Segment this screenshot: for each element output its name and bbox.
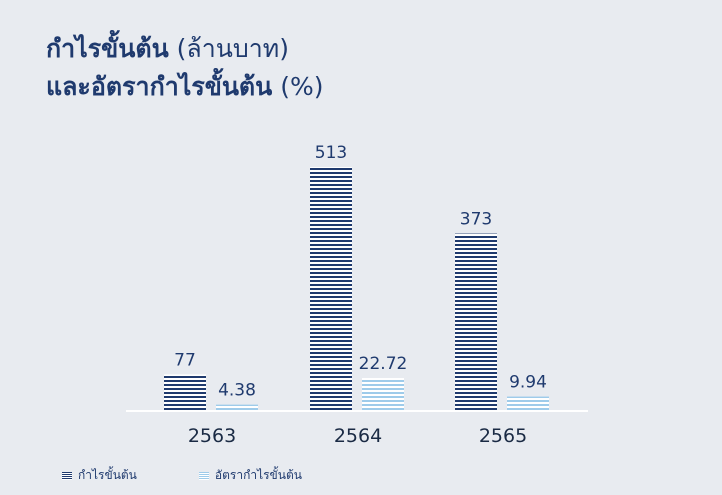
- bar-gross-profit: [455, 233, 497, 411]
- x-tick-label: 2564: [334, 425, 382, 447]
- bar-gross-profit: [164, 374, 206, 411]
- label-gross-margin: 4.38: [218, 381, 256, 401]
- label-gross-profit: 77: [174, 350, 196, 370]
- bar-gross-profit: [310, 167, 352, 411]
- legend-swatch-gross-profit: [62, 471, 72, 480]
- legend-label-gross-profit: กำไรขั้นต้น: [78, 468, 137, 482]
- title-line2-bold: และอัตรากำไรขั้นต้น: [46, 72, 273, 101]
- legend-label-gross-margin: อัตรากำไรขั้นต้น: [214, 468, 302, 482]
- label-gross-profit: 373: [460, 210, 492, 230]
- bar-gross-margin: [216, 404, 258, 411]
- chart-title: กำไรขั้นต้น (ล้านบาท) และอัตรากำไรขั้นต้…: [46, 30, 323, 106]
- label-gross-margin: 9.94: [509, 373, 547, 393]
- title-line1-unit: (ล้านบาท): [176, 34, 289, 63]
- legend-swatch-gross-margin: [198, 471, 209, 480]
- bar-gross-margin: [362, 378, 404, 411]
- label-gross-profit: 513: [315, 143, 347, 163]
- title-line1-bold: กำไรขั้นต้น: [46, 34, 169, 63]
- legend-item-gross-profit: กำไรขั้นต้น: [62, 466, 137, 485]
- chart-legend: กำไรขั้นต้น อัตรากำไรขั้นต้น: [62, 466, 302, 485]
- label-gross-margin: 22.72: [359, 354, 408, 374]
- x-tick-label: 2565: [479, 425, 527, 447]
- bar-gross-margin: [507, 396, 549, 411]
- title-line2-unit: (%): [280, 72, 324, 101]
- legend-item-gross-margin: อัตรากำไรขั้นต้น: [198, 466, 302, 485]
- x-tick-label: 2563: [188, 425, 236, 447]
